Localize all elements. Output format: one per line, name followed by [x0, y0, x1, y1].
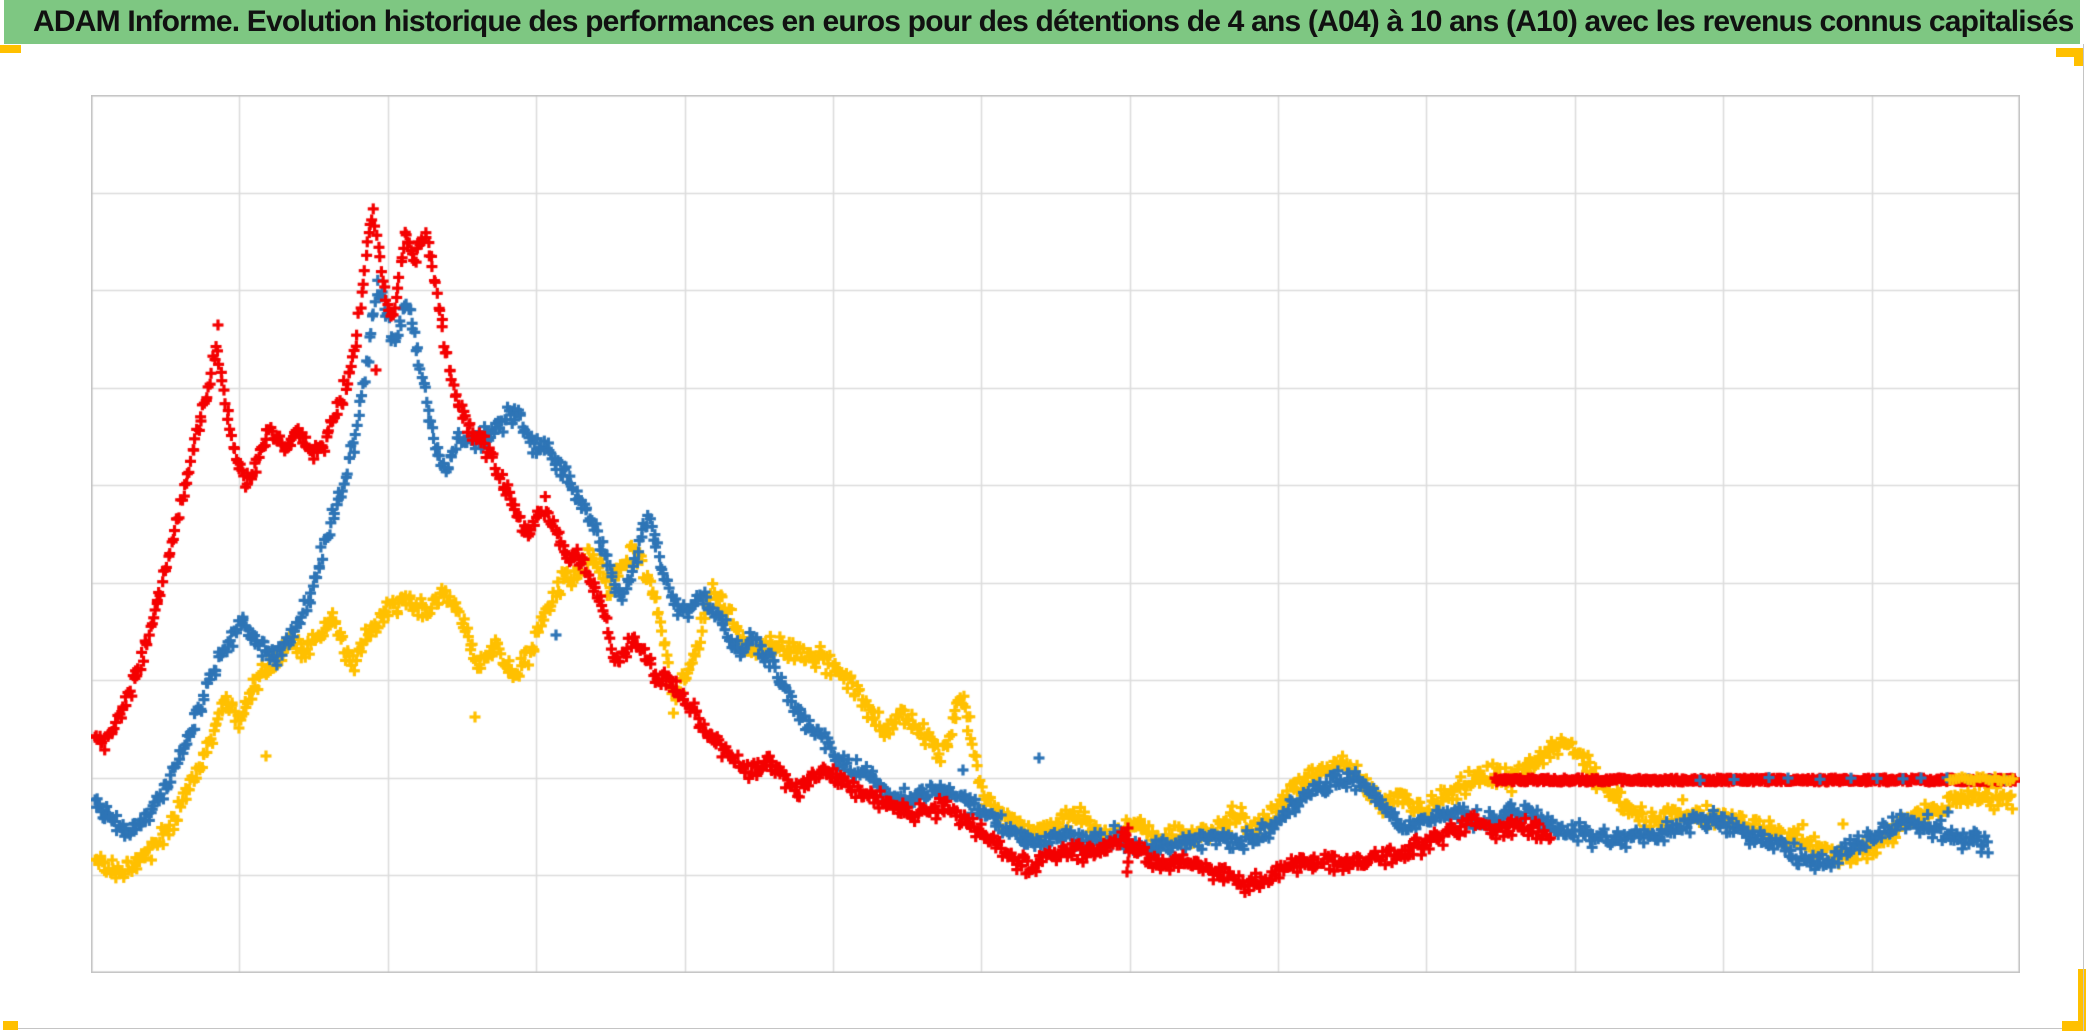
- accent-bottom-right-v: [2078, 969, 2086, 1031]
- accent-top-right-h: [2056, 48, 2083, 57]
- bottom-edge-line: [18, 1028, 2062, 1029]
- accent-bottom-left: [3, 1021, 18, 1030]
- page-title: ADAM Informe. Evolution historique des p…: [33, 5, 2074, 38]
- accent-top-right-v: [2074, 48, 2083, 66]
- right-edge-line: [2083, 44, 2084, 1031]
- accent-top-left: [0, 45, 21, 53]
- title-bar: ADAM Informe. Evolution historique des p…: [4, 0, 2080, 44]
- chart-canvas: [91, 95, 2020, 973]
- accent-bottom-right-h: [2062, 1021, 2086, 1031]
- performance-chart: [91, 95, 2020, 973]
